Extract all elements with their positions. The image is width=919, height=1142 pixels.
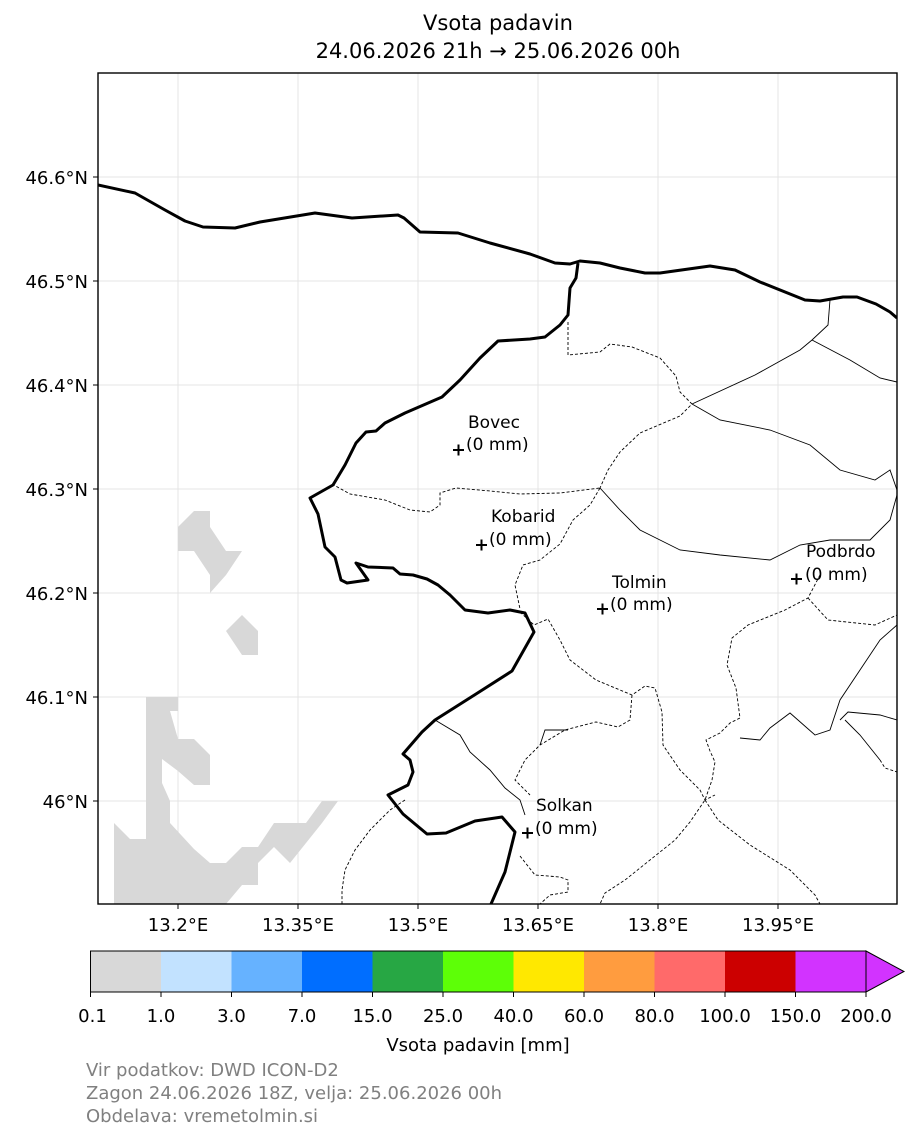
lat-label: 46°N [43, 792, 88, 813]
colorbar-tick-label: 60.0 [564, 1006, 604, 1027]
lon-label: 13.65°E [502, 915, 574, 936]
lat-label: 46.5°N [25, 272, 88, 293]
lat-label: 46.4°N [25, 376, 88, 397]
place-tolmin: Tolmin (0 mm) [597, 573, 673, 615]
footer-run: Zagon 24.06.2026 18Z, velja: 25.06.2026 … [86, 1083, 503, 1104]
colorbar-tick-label: 80.0 [634, 1006, 674, 1027]
colorbar-frame [90, 950, 867, 993]
lat-label: 46.2°N [25, 584, 88, 605]
lon-label: 13.8°E [628, 915, 688, 936]
lat-label: 46.3°N [25, 480, 88, 501]
lon-label: 13.2°E [148, 915, 208, 936]
colorbar: 0.1 1.0 3.0 7.0 15.0 25.0 40.0 60.0 80.0 100.0 150… [78, 950, 906, 1056]
place-bovec: Bovec (0 mm) [453, 413, 529, 456]
lon-label: 13.35°E [262, 915, 334, 936]
place-marker-icon [597, 603, 608, 615]
colorbar-tick-label: 0.1 [78, 1006, 107, 1027]
colorbar-segment [372, 951, 444, 992]
place-value: (0 mm) [535, 819, 598, 839]
axis-ticks [93, 176, 779, 909]
colorbar-segment [90, 951, 162, 992]
colorbar-tick-label: 150.0 [770, 1006, 822, 1027]
place-name: Tolmin [611, 573, 667, 593]
place-marker-icon [522, 827, 533, 839]
place-value: (0 mm) [489, 530, 552, 550]
colorbar-segment [161, 951, 232, 992]
colorbar-tick-label: 3.0 [217, 1006, 246, 1027]
colorbar-tick-label: 25.0 [423, 1006, 463, 1027]
place-name: Kobarid [491, 507, 555, 527]
colorbar-tick-label: 40.0 [493, 1006, 533, 1027]
colorbar-segment [654, 951, 726, 992]
place-kobarid: Kobarid (0 mm) [476, 507, 555, 551]
lat-label: 46.1°N [25, 688, 88, 709]
place-marker-icon [476, 539, 487, 551]
colorbar-segment [443, 951, 514, 992]
lon-label: 13.5°E [388, 915, 448, 936]
place-solkan: Solkan (0 mm) [522, 796, 598, 839]
colorbar-segment [584, 951, 655, 992]
colorbar-tick-label: 7.0 [288, 1006, 317, 1027]
place-name: Bovec [468, 413, 520, 433]
colorbar-label: Vsota padavin [mm] [386, 1035, 569, 1056]
colorbar-segment [231, 951, 303, 992]
colorbar-tick-label: 200.0 [840, 1006, 892, 1027]
place-name: Solkan [536, 796, 593, 816]
precipitation-areas [114, 511, 338, 904]
footer-source: Vir podatkov: DWD ICON-D2 [86, 1060, 339, 1081]
colorbar-extend-arrow [865, 950, 906, 993]
colorbar-segment [302, 951, 373, 992]
place-podbrdo: Podbrdo (0 mm) [791, 542, 876, 585]
place-value: (0 mm) [805, 565, 868, 585]
colorbar-segment [725, 951, 796, 992]
place-name: Podbrdo [806, 542, 876, 562]
lat-label: 46.6°N [25, 168, 88, 189]
place-value: (0 mm) [610, 595, 673, 615]
lon-label: 13.95°E [742, 915, 814, 936]
regional-borders [434, 299, 897, 816]
map-title: Vsota padavin [423, 11, 573, 35]
place-marker-icon [791, 573, 802, 585]
colorbar-segment [795, 951, 867, 992]
colorbar-segment [513, 951, 585, 992]
colorbar-tick-label: 15.0 [352, 1006, 392, 1027]
national-borders [98, 183, 897, 904]
map-subtitle: 24.06.2026 21h → 25.06.2026 00h [315, 39, 681, 63]
colorbar-tick-label: 1.0 [147, 1006, 176, 1027]
place-value: (0 mm) [466, 435, 529, 455]
municipal-boundaries [331, 322, 897, 904]
footer-credit: Obdelava: vremetolmin.si [86, 1106, 319, 1127]
colorbar-tick-label: 100.0 [699, 1006, 751, 1027]
place-marker-icon [453, 444, 464, 456]
